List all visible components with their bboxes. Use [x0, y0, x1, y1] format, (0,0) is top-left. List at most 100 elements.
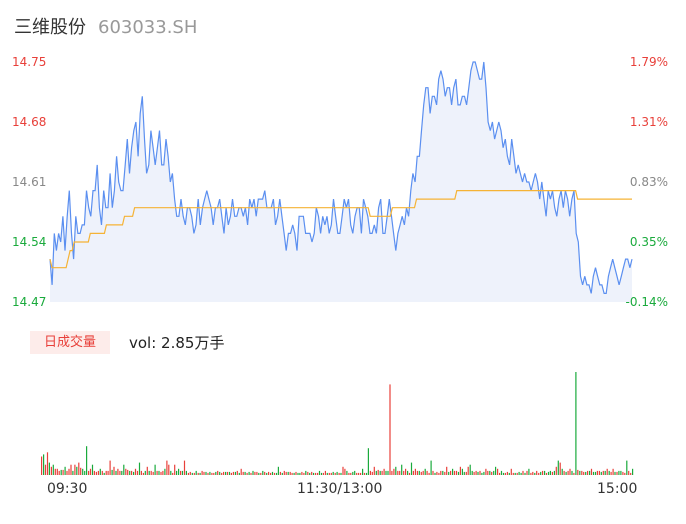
volume-bar [287, 471, 289, 475]
volume-bar [330, 472, 332, 475]
volume-bar [324, 470, 326, 475]
volume-bar [573, 472, 575, 475]
volume-bar [356, 472, 358, 475]
volume-bar [41, 456, 43, 475]
volume-bar [211, 472, 213, 475]
volume-bar [289, 471, 291, 475]
volume-bar [465, 471, 467, 475]
volume-bar [497, 468, 499, 475]
volume-bar [473, 471, 475, 475]
volume-bar [209, 471, 211, 475]
volume-bar [275, 472, 278, 475]
price-line [49, 61, 633, 294]
x-tick-label: 11:30/13:00 [297, 481, 383, 497]
volume-bar [254, 471, 256, 475]
volume-bar [598, 470, 600, 475]
volume-bar [119, 470, 121, 475]
volume-bar [487, 470, 489, 475]
volume-bar [410, 462, 413, 475]
volume-bar [587, 470, 589, 475]
volume-bar [459, 466, 461, 475]
volume-bar [307, 471, 309, 475]
volume-bar [195, 470, 197, 475]
volume-bar [516, 472, 518, 475]
volume-bar [432, 470, 434, 475]
volume-bar [542, 470, 544, 475]
volume-bar [174, 464, 176, 475]
volume-bar [518, 471, 520, 475]
volume-bar [369, 470, 371, 475]
volume-bar [95, 471, 97, 475]
volume-bar [183, 460, 186, 475]
volume-bar [589, 470, 591, 475]
volume-bar [463, 471, 465, 475]
volume-bar [399, 470, 401, 475]
volume-bar [293, 472, 295, 475]
volume-bar [76, 466, 78, 475]
volume-bar [606, 468, 608, 475]
volume-bar [279, 471, 281, 475]
volume-bar [313, 472, 315, 475]
volume-bar [232, 471, 234, 475]
volume-bar [381, 470, 383, 475]
y-tick-pct-label: -0.14% [625, 295, 668, 309]
y-tick-label: 14.61 [12, 175, 47, 189]
volume-bar [328, 472, 330, 475]
volume-bar [544, 470, 546, 475]
daily-volume-badge[interactable]: 日成交量 [30, 331, 110, 354]
volume-bar [109, 460, 111, 475]
volume-bar [273, 472, 276, 475]
volume-bar [97, 470, 99, 475]
volume-bar [477, 471, 479, 475]
volume-bar [166, 460, 168, 475]
volume-bar [48, 462, 50, 475]
volume-bar [72, 470, 74, 475]
volume-bar [469, 464, 471, 475]
volume-bar [264, 471, 266, 475]
volume-bar [281, 472, 283, 475]
volume-bar [450, 470, 452, 475]
volume-bar [391, 470, 393, 475]
volume-bar [148, 470, 150, 475]
volume-bar [379, 470, 381, 475]
volume-bar [219, 471, 221, 475]
volume-bar [358, 472, 360, 475]
volume-bar [416, 470, 418, 475]
stock-title: 三维股份 603033.SH [14, 13, 197, 39]
volume-bar [538, 472, 540, 475]
volume-bar [121, 470, 123, 475]
volume-bar [311, 471, 313, 475]
volume-bar [508, 472, 510, 475]
volume-bar [342, 466, 344, 475]
volume-bar [600, 471, 602, 475]
volume-bar [134, 468, 137, 475]
volume-bar [630, 472, 632, 475]
volume-bar [248, 471, 250, 475]
volume-bar [491, 471, 493, 475]
volume-bar [113, 466, 115, 475]
volume-bar [530, 472, 532, 475]
volume-bar [156, 470, 158, 475]
volume-bar [452, 468, 454, 475]
volume-bar [150, 470, 152, 475]
volume-bar [622, 471, 624, 475]
volume-bar [185, 470, 187, 475]
volume-bar [115, 470, 117, 475]
volume-bar [524, 472, 526, 475]
volume-bar [74, 464, 76, 475]
volume-bar [563, 470, 565, 475]
volume-bar [111, 469, 113, 476]
volume-bar [68, 468, 70, 475]
volume-bar [616, 471, 618, 475]
volume-bar [144, 470, 146, 475]
volume-bar [43, 454, 45, 475]
volume-bar [448, 471, 450, 475]
volume-bar [514, 472, 516, 475]
volume-bar [526, 470, 528, 475]
volume-bar [512, 472, 514, 475]
volume-bar [581, 470, 583, 475]
volume-bar [178, 468, 180, 475]
volume-bar [583, 471, 585, 475]
volume-bar [187, 472, 189, 475]
volume-bar [223, 471, 225, 475]
